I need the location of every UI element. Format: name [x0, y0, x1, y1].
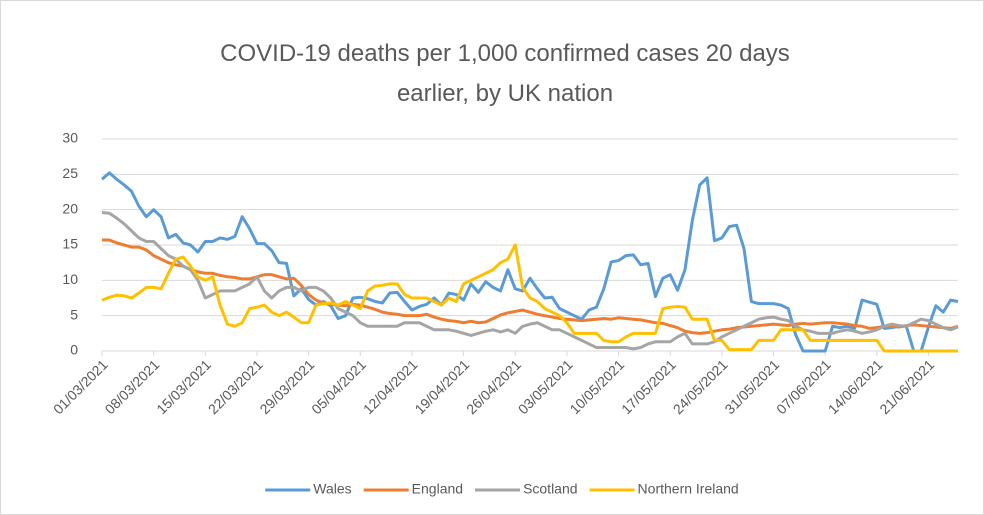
y-tick-label: 25 — [62, 165, 78, 181]
legend-label: Wales — [313, 481, 351, 497]
y-tick-label: 10 — [62, 271, 78, 287]
series-line — [101, 243, 958, 353]
legend-label: Scotland — [523, 481, 577, 497]
chart-title: COVID-19 deaths per 1,000 confirmed case… — [220, 40, 790, 107]
y-tick-label: 5 — [70, 306, 78, 322]
legend-label: England — [412, 481, 463, 497]
series-line — [102, 238, 959, 335]
legend: Wales England Scotland Northern Ireland — [265, 481, 739, 497]
y-tick-label: 15 — [62, 236, 78, 252]
y-tick-label: 30 — [62, 130, 78, 146]
y-tick-label: 20 — [62, 200, 78, 216]
legend-label: Northern Ireland — [638, 481, 739, 497]
y-tick-label: 0 — [70, 342, 78, 358]
series-line — [101, 210, 959, 351]
series-line — [101, 171, 959, 353]
